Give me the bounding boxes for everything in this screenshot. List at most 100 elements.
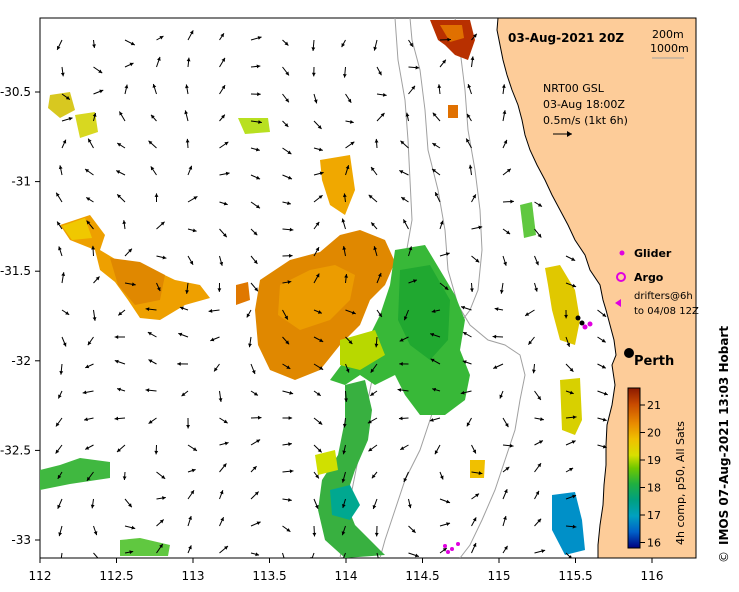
- current-arrowhead: [58, 246, 62, 251]
- current-arrowhead: [432, 112, 437, 117]
- current-arrowhead: [223, 201, 228, 206]
- current-arrowhead: [162, 496, 166, 500]
- x-tick-label: 114: [335, 569, 358, 583]
- current-arrowhead: [602, 444, 607, 449]
- current-arrowhead: [317, 125, 322, 129]
- current-arrowhead: [289, 253, 293, 258]
- current-arrowhead: [472, 517, 477, 522]
- current-arrowhead: [116, 170, 121, 174]
- current-arrowhead: [117, 194, 122, 199]
- current-arrowhead: [56, 45, 61, 50]
- current-arrowhead: [503, 516, 507, 520]
- current-arrowhead: [286, 528, 291, 532]
- current-arrowhead: [506, 230, 511, 235]
- current-arrowhead: [257, 415, 262, 420]
- current-arrowhead: [525, 312, 530, 316]
- current-arrowhead: [478, 225, 483, 230]
- current-arrowhead: [61, 272, 66, 277]
- colorbar-tick-label: 21: [647, 399, 661, 412]
- current-arrowhead: [287, 201, 291, 206]
- current-arrowhead: [254, 287, 259, 292]
- current-arrowhead: [256, 204, 260, 209]
- current-arrowhead: [255, 552, 260, 557]
- current-arrowhead: [370, 392, 375, 396]
- current-arrowhead: [130, 41, 135, 46]
- current-arrowhead: [224, 141, 229, 146]
- current-arrowhead: [85, 446, 90, 450]
- current-arrowhead: [371, 167, 375, 171]
- current-arrowhead: [566, 342, 571, 347]
- current-arrowhead: [284, 41, 289, 46]
- current-arrowhead: [92, 112, 97, 117]
- current-arrowhead: [601, 364, 606, 369]
- current-arrowhead: [472, 449, 476, 454]
- current-arrowhead: [540, 417, 544, 422]
- current-arrowhead: [470, 288, 474, 292]
- current-arrowhead: [59, 371, 64, 375]
- current-arrowhead: [314, 504, 319, 509]
- current-arrowhead: [257, 92, 261, 97]
- current-arrowhead: [442, 548, 447, 552]
- current-arrowhead: [256, 175, 261, 180]
- current-arrowhead: [161, 475, 166, 479]
- current-arrowhead: [602, 417, 607, 422]
- current-arrowhead: [181, 392, 186, 397]
- current-arrowhead: [289, 391, 294, 395]
- current-arrowhead: [92, 317, 97, 321]
- current-arrowhead: [150, 114, 155, 119]
- current-arrowhead: [114, 359, 119, 364]
- current-arrowhead: [90, 504, 95, 509]
- current-arrowhead: [345, 368, 350, 373]
- current-arrowhead: [57, 221, 61, 226]
- y-tick-label: -32: [11, 354, 31, 368]
- x-tick-label: 112.5: [99, 569, 133, 583]
- current-arrowhead: [148, 140, 153, 145]
- x-tick-label: 112: [29, 569, 52, 583]
- current-arrowhead: [95, 276, 100, 281]
- colorbar-tick-label: 16: [647, 537, 661, 550]
- wind-scale-arrowhead: [567, 131, 572, 137]
- current-arrowhead: [430, 358, 435, 363]
- current-arrowhead: [219, 261, 224, 266]
- current-arrowhead: [156, 287, 161, 292]
- x-tick-label: 115: [488, 569, 511, 583]
- current-arrowhead: [405, 112, 410, 117]
- argo-label: Argo: [634, 271, 664, 284]
- x-tick-label: 113.5: [252, 569, 286, 583]
- current-arrowhead: [315, 247, 319, 252]
- current-arrowhead: [601, 338, 606, 343]
- current-arrowhead: [318, 420, 323, 425]
- current-arrowhead: [220, 33, 224, 38]
- current-arrowhead: [185, 138, 190, 143]
- current-arrowhead: [57, 474, 62, 479]
- colorbar-label: 4h comp, p50, All Sats: [674, 421, 687, 545]
- wind-time: 03-Aug 18:00Z: [543, 98, 625, 111]
- current-arrowhead: [415, 65, 420, 70]
- current-arrowhead: [412, 279, 417, 283]
- current-arrowhead: [58, 165, 63, 170]
- current-arrowhead: [341, 478, 346, 483]
- current-arrowhead: [537, 395, 541, 400]
- current-arrowhead: [447, 37, 451, 42]
- current-arrowhead: [82, 390, 87, 395]
- current-arrowhead: [432, 168, 437, 173]
- current-arrowhead: [253, 259, 258, 264]
- x-tick-label: 113: [182, 569, 205, 583]
- current-arrowhead: [475, 258, 480, 263]
- colorbar-tick-label: 19: [647, 454, 661, 467]
- current-arrow: [311, 552, 315, 558]
- current-arrowhead: [503, 261, 507, 266]
- current-arrowhead: [160, 221, 165, 226]
- current-arrowhead: [86, 197, 91, 201]
- current-arrowhead: [317, 448, 322, 453]
- current-arrowhead: [446, 499, 451, 504]
- current-arrowhead: [572, 415, 577, 420]
- current-arrowhead: [224, 441, 229, 446]
- current-arrowhead: [122, 476, 127, 480]
- current-arrowhead: [439, 220, 444, 225]
- current-arrowhead: [312, 532, 317, 537]
- current-arrowhead: [505, 466, 510, 471]
- current-arrowhead: [257, 36, 262, 40]
- credit-text: IMOS 07-Aug-2021 13:03 Hobart: [717, 326, 731, 545]
- current-arrowhead: [114, 335, 119, 339]
